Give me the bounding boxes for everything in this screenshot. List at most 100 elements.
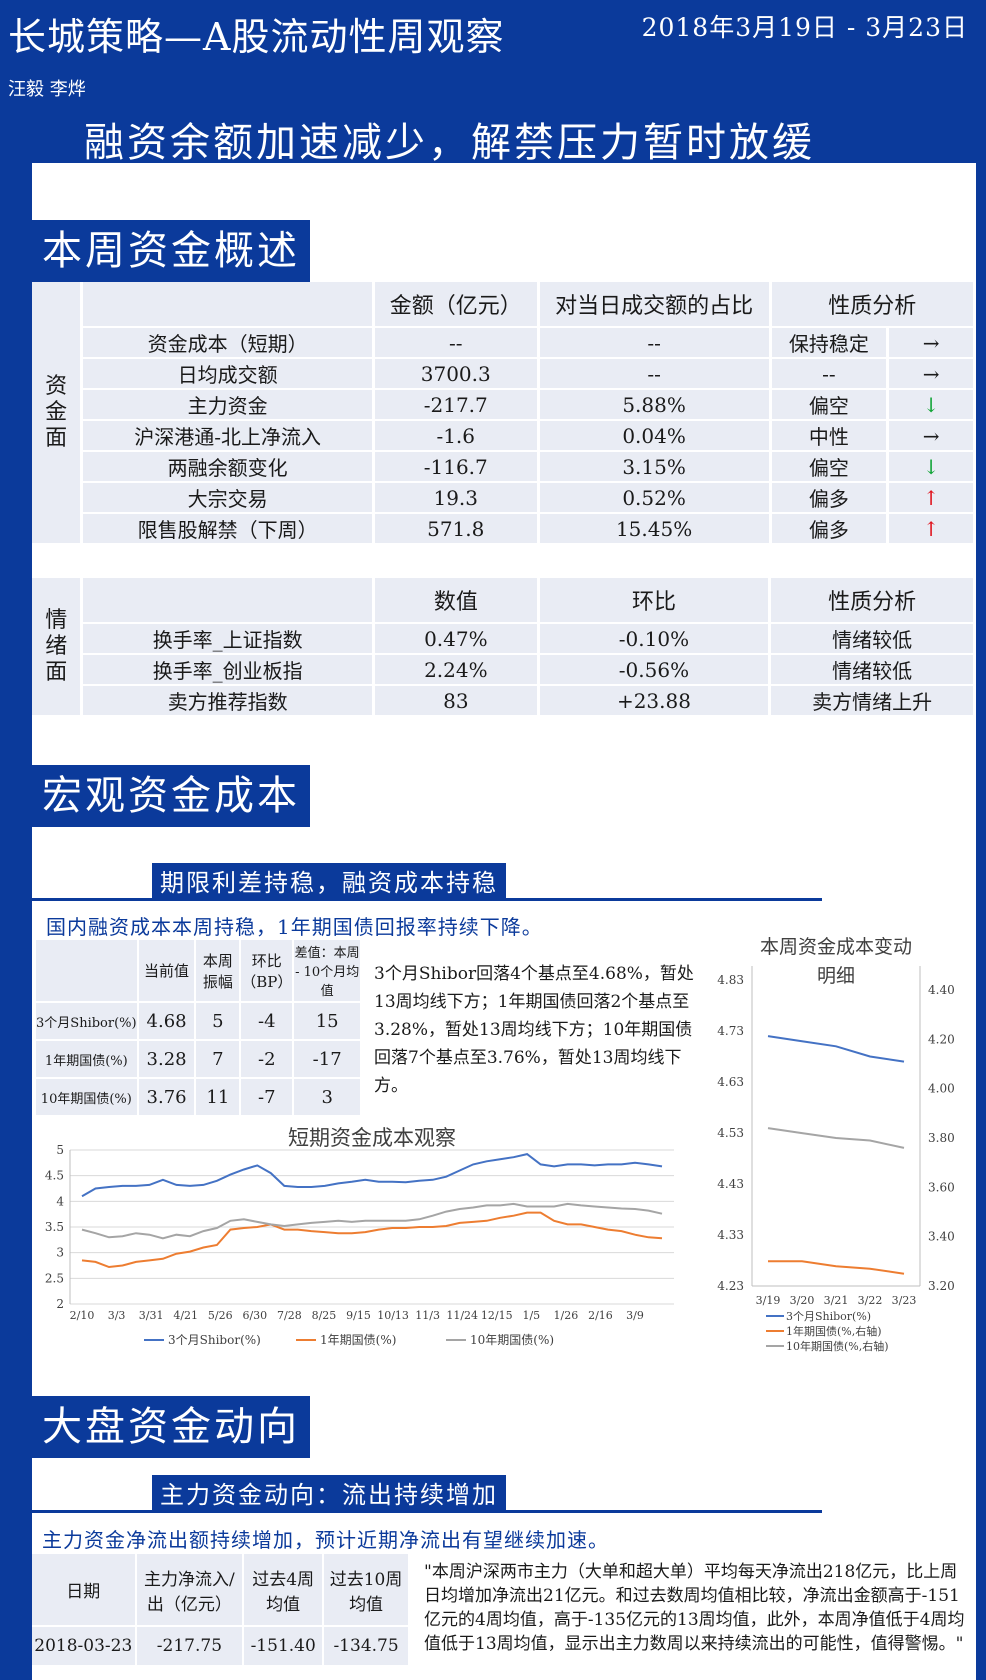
chart-series-lines (81, 1153, 663, 1269)
x-tick-label: 3/31 (139, 1309, 164, 1322)
right-frame-bar (976, 163, 986, 1680)
row-ratio: 15.45% (538, 513, 772, 545)
series-line (81, 1202, 663, 1240)
x-tick-label: 10/13 (377, 1309, 409, 1322)
table-row: 卖方推荐指数 83 +23.88 卖方情绪上升 (32, 685, 976, 717)
row-name: 日均成交额 (81, 358, 375, 390)
y-tick-label: 4.33 (717, 1228, 744, 1242)
short-term-cost-chart: 2 2.5 3 3.5 4 4.5 5 2/10 3/3 3/31 4/21 5/26 6/30 7/2… (45, 1126, 674, 1347)
chart-axes (751, 966, 921, 1287)
chart-legend: 3个月Shibor(%) 1年期国债(%) 10年期国债(%) (144, 1333, 554, 1347)
chart-x-tick-labels: 2/10 3/3 3/31 4/21 5/26 6/30 7/28 8/25 9/15 10/13… (70, 1309, 644, 1322)
arrow-right-icon: → (887, 358, 976, 390)
y-tick-label: 4.23 (717, 1279, 744, 1293)
row-name: 换手率_上证指数 (81, 623, 375, 655)
row-value: 2.24% (373, 654, 540, 686)
x-tick-label: 3/19 (756, 1294, 781, 1307)
row-nature: 情绪较低 (769, 654, 976, 686)
rates-header-amplitude: 本周振幅 (195, 940, 242, 1003)
row-avg10: -134.75 (323, 1626, 410, 1667)
sentiment-table-header: 情绪面 数值 环比 性质分析 (32, 578, 976, 717)
lead-macro: 国内融资成本本周持稳，1年期国债回报率持续下降。 (46, 915, 543, 939)
fund-header-ratio: 对当日成交额的占比 (538, 282, 772, 328)
left-frame-bar (0, 163, 32, 1680)
chart-x-tick-labels: 3/19 3/20 3/21 3/22 3/23 (756, 1294, 917, 1307)
row-name: 1年期国债(%) (36, 1040, 139, 1079)
legend-label: 1年期国债(%,右轴) (786, 1324, 882, 1338)
x-tick-label: 1/5 (522, 1309, 540, 1322)
y-tick-label: 4.83 (717, 973, 744, 987)
row-nature: 情绪较低 (769, 623, 976, 655)
row-name: 卖方推荐指数 (81, 685, 375, 717)
table-row: 大宗交易 19.3 0.52% 偏多 ↑ (32, 482, 976, 514)
y-tick-label: 3.60 (928, 1180, 955, 1194)
y-tick-label: 4.43 (717, 1177, 744, 1191)
y-tick-label: 3.40 (928, 1230, 955, 1244)
y-tick-label: 4.53 (717, 1126, 744, 1140)
table-row: 沪深港通-北上净流入 -1.6 0.04% 中性 → (32, 420, 976, 452)
arrow-up-icon: ↑ (887, 513, 976, 545)
fund-side-label: 资金面 (32, 282, 84, 545)
row-amount: -- (373, 327, 540, 359)
main-flow-table: 日期 主力净流入/出（亿元） 过去4周均值 过去10周均值 2018-03-23… (32, 1554, 410, 1667)
rates-table-header: 当前值 本周振幅 环比（BP） 差值：本周 - 10个月均值 (36, 940, 362, 1003)
table-row: 1年期国债(%) 3.28 7 -2 -17 (36, 1040, 362, 1079)
y-tick-label: 2.5 (45, 1271, 64, 1285)
rates-header-mom: 环比（BP） (240, 940, 295, 1003)
legend-label: 3个月Shibor(%) (786, 1310, 871, 1323)
flow-header-avg4: 过去4周均值 (243, 1554, 325, 1627)
chart-title: 短期资金成本观察 (288, 1126, 456, 1150)
table-row: 3个月Shibor(%) 4.68 5 -4 15 (36, 1002, 362, 1041)
table-row: 限售股解禁（下周） 571.8 15.45% 偏多 ↑ (32, 513, 976, 545)
series-line (81, 1211, 663, 1269)
row-amplitude: 7 (195, 1040, 242, 1079)
x-tick-label: 3/21 (824, 1294, 849, 1307)
row-change: -0.56% (538, 654, 772, 686)
row-change: +23.88 (538, 685, 772, 717)
row-name: 换手率_创业板指 (81, 654, 375, 686)
section-title-market: 大盘资金动向 (32, 1396, 310, 1458)
fund-header-amount: 金额（亿元） (373, 282, 540, 328)
y-tick-label: 4.63 (717, 1075, 744, 1089)
x-tick-label: 11/3 (415, 1309, 440, 1322)
row-name: 3个月Shibor(%) (36, 1002, 139, 1041)
chart-right-y-tick-labels: 3.20 3.40 3.60 3.80 4.00 4.20 4.40 (928, 983, 955, 1293)
row-mom: -4 (240, 1002, 295, 1041)
lead-market: 主力资金净流出额持续增加，预计近期净流出有望继续加速。 (42, 1528, 609, 1552)
table-row: 2018-03-23 -217.75 -151.40 -134.75 (32, 1626, 410, 1667)
row-amount: -1.6 (373, 420, 540, 452)
x-tick-label: 9/15 (346, 1309, 371, 1322)
fund-header-nature: 性质分析 (770, 282, 976, 328)
x-tick-label: 6/30 (242, 1309, 267, 1322)
flow-table-header: 日期 主力净流入/出（亿元） 过去4周均值 过去10周均值 (32, 1554, 410, 1627)
row-name: 沪深港通-北上净流入 (81, 420, 375, 452)
row-mom: -7 (240, 1078, 295, 1117)
x-tick-label: 3/3 (108, 1309, 126, 1322)
chart-title-line: 明细 (817, 965, 855, 987)
row-amplitude: 11 (195, 1078, 242, 1117)
row-avg4: -151.40 (243, 1626, 325, 1667)
x-tick-label: 2/10 (70, 1309, 95, 1322)
table-row: 换手率_创业板指 2.24% -0.56% 情绪较低 (32, 654, 976, 686)
section-title-macro: 宏观资金成本 (32, 765, 310, 827)
row-name: 两融余额变化 (81, 451, 375, 483)
arrow-up-icon: ↑ (887, 482, 976, 514)
rates-header-blank (36, 940, 139, 1003)
sentiment-header-blank (81, 578, 375, 624)
table-row: 10年期国债(%) 3.76 11 -7 3 (36, 1078, 362, 1117)
x-tick-label: 2/16 (588, 1309, 613, 1322)
y-tick-label: 3 (56, 1246, 64, 1260)
row-name: 限售股解禁（下周） (81, 513, 375, 545)
rates-table: 当前值 本周振幅 环比（BP） 差值：本周 - 10个月均值 3个月Shibor… (36, 940, 362, 1117)
row-diff: 3 (293, 1078, 362, 1117)
row-name: 资金成本（短期） (81, 327, 375, 359)
row-ratio: 0.52% (538, 482, 772, 514)
y-tick-label: 3.5 (45, 1220, 64, 1234)
row-date: 2018-03-23 (32, 1626, 137, 1667)
table-row: 两融余额变化 -116.7 3.15% 偏空 ↓ (32, 451, 976, 483)
row-nature: 偏多 (770, 482, 890, 514)
table-row: 主力资金 -217.7 5.88% 偏空 ↓ (32, 389, 976, 421)
row-name: 大宗交易 (81, 482, 375, 514)
subtitle-macro: 期限利差持稳，融资成本持稳 (152, 863, 506, 901)
